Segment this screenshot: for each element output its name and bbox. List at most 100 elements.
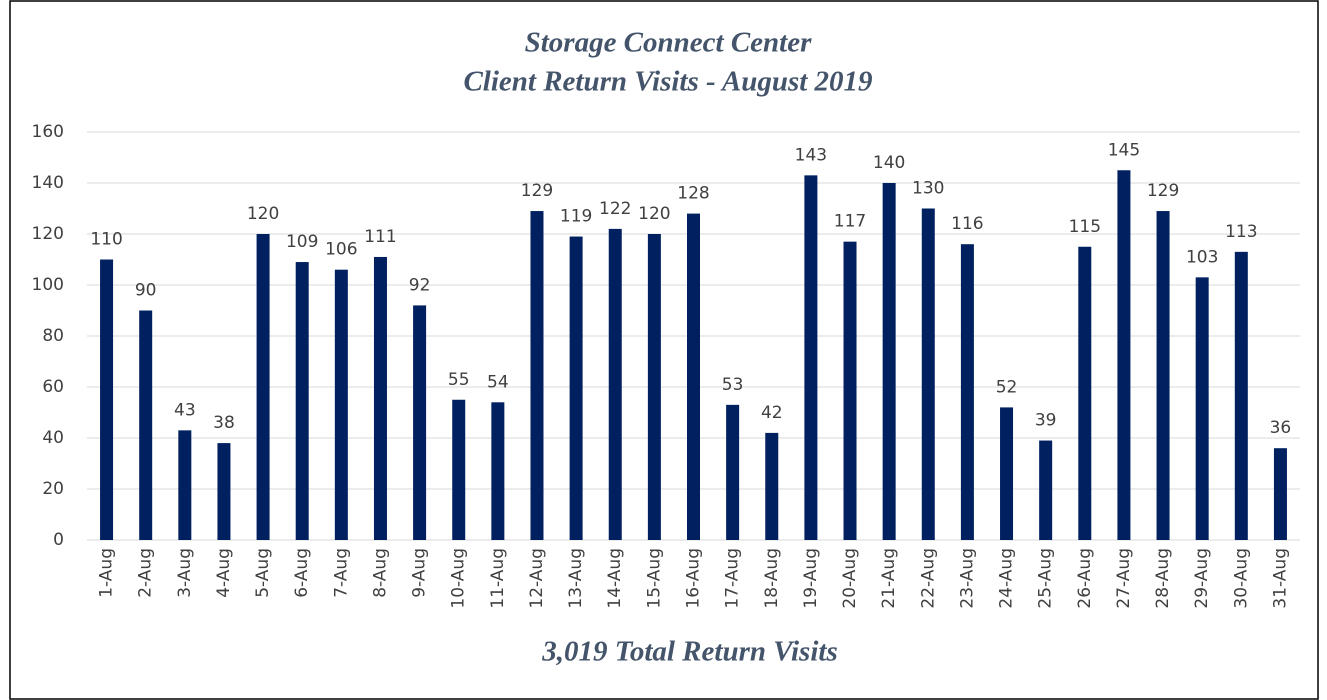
bar <box>569 236 583 541</box>
data-label: 113 <box>1225 222 1257 242</box>
bar <box>1039 440 1053 540</box>
data-label: 90 <box>135 281 157 301</box>
x-tick-label: 6-Aug <box>292 548 312 598</box>
data-label: 92 <box>409 275 431 295</box>
bar <box>765 432 779 540</box>
data-label: 115 <box>1069 217 1101 237</box>
data-label: 143 <box>795 145 827 165</box>
bar <box>687 213 700 540</box>
x-tick-label: 7-Aug <box>331 548 351 598</box>
x-tick-label: 28-Aug <box>1153 548 1173 609</box>
data-label: 106 <box>325 240 357 260</box>
data-label: 39 <box>1035 411 1057 431</box>
x-tick-label: 15-Aug <box>644 548 664 609</box>
bar <box>100 259 114 540</box>
data-label: 116 <box>951 214 983 234</box>
x-tick-label: 19-Aug <box>801 548 821 609</box>
bar <box>295 262 309 540</box>
data-label: 111 <box>364 227 396 247</box>
bar <box>1078 246 1092 540</box>
x-tick-label: 16-Aug <box>684 548 704 609</box>
x-tick-label: 26-Aug <box>1075 548 1095 609</box>
data-label: 120 <box>638 204 670 224</box>
x-tick-label: 25-Aug <box>1036 548 1056 609</box>
data-label: 55 <box>448 370 470 390</box>
bar <box>413 305 427 540</box>
bar <box>178 430 192 540</box>
x-tick-label: 11-Aug <box>488 548 508 609</box>
x-tick-label: 20-Aug <box>840 548 860 609</box>
data-label: 145 <box>1108 140 1140 160</box>
bar <box>217 443 231 540</box>
data-label: 36 <box>1270 418 1292 438</box>
bar <box>921 208 935 540</box>
data-label: 52 <box>996 377 1018 397</box>
x-tick-label: 12-Aug <box>527 548 547 609</box>
y-tick-label: 60 <box>42 377 64 397</box>
chart-frame <box>9 0 1319 700</box>
x-tick-label: 4-Aug <box>214 548 234 598</box>
x-tick-label: 24-Aug <box>997 548 1017 609</box>
data-label: 54 <box>487 372 509 392</box>
x-tick-label: 10-Aug <box>449 548 469 609</box>
y-tick-label: 40 <box>42 428 64 448</box>
data-label: 140 <box>873 153 905 173</box>
y-tick-label: 160 <box>32 122 64 142</box>
y-tick-label: 120 <box>32 224 64 244</box>
x-tick-label: 2-Aug <box>136 548 156 598</box>
x-tick-label: 29-Aug <box>1192 548 1212 609</box>
x-tick-label: 1-Aug <box>97 548 117 598</box>
bar <box>530 211 544 541</box>
y-tick-label: 0 <box>53 530 64 550</box>
bar <box>804 175 818 540</box>
data-label: 109 <box>286 232 318 252</box>
bar <box>1273 448 1287 540</box>
y-tick-label: 140 <box>32 173 64 193</box>
x-tick-label: 3-Aug <box>175 548 195 598</box>
data-label: 129 <box>521 181 553 201</box>
x-tick-label: 14-Aug <box>605 548 625 609</box>
bar <box>1234 251 1248 540</box>
y-tick-label: 80 <box>42 326 64 346</box>
x-tick-label: 17-Aug <box>723 548 743 609</box>
annotation: 3,019 Total Return Visits <box>541 636 837 668</box>
bar <box>843 241 857 540</box>
bar <box>1117 170 1131 540</box>
x-tick-label: 9-Aug <box>410 548 430 598</box>
bar <box>452 399 466 540</box>
data-label: 103 <box>1186 247 1218 267</box>
y-tick-label: 20 <box>42 479 64 499</box>
bar <box>608 228 622 540</box>
x-tick-label: 23-Aug <box>957 548 977 609</box>
data-label: 42 <box>761 403 783 423</box>
bar <box>373 256 387 540</box>
x-tick-label: 5-Aug <box>253 548 273 598</box>
x-tick-label: 18-Aug <box>762 548 782 609</box>
data-label: 120 <box>247 204 279 224</box>
bar <box>491 402 505 540</box>
bar <box>1000 407 1014 540</box>
x-tick-label: 13-Aug <box>566 548 586 609</box>
x-tick-label: 31-Aug <box>1270 548 1290 609</box>
bar <box>882 183 896 540</box>
chart-subtitle: Client Return Visits - August 2019 <box>463 66 872 98</box>
data-label: 110 <box>90 230 122 250</box>
bar <box>334 269 348 540</box>
data-label: 129 <box>1147 181 1179 201</box>
bar <box>256 234 270 540</box>
data-label: 119 <box>560 207 592 227</box>
x-tick-label: 21-Aug <box>879 548 899 609</box>
bar <box>1195 277 1209 540</box>
x-tick-label: 22-Aug <box>918 548 938 609</box>
data-label: 117 <box>834 212 866 232</box>
x-tick-label: 8-Aug <box>370 548 390 598</box>
bar <box>1156 211 1170 541</box>
data-label: 128 <box>677 184 709 204</box>
bar <box>960 244 974 540</box>
chart-title: Storage Connect Center <box>525 27 813 59</box>
data-label: 122 <box>599 199 631 219</box>
data-label: 43 <box>174 400 196 420</box>
data-label: 38 <box>213 413 235 433</box>
bar <box>647 234 661 540</box>
